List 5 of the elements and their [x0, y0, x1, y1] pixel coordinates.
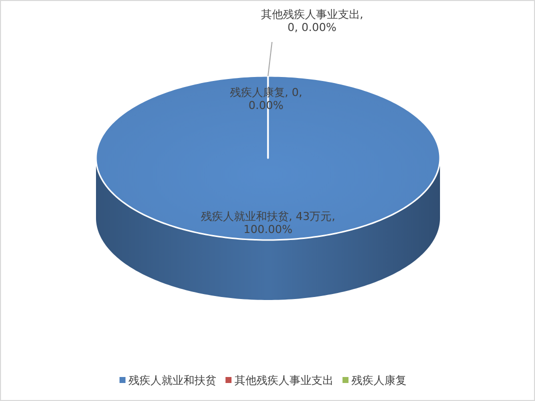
- text: 其他残疾人事业支出, 0, 0.00%: [260, 8, 364, 34]
- legend-label: 残疾人就业和扶贫: [128, 374, 216, 387]
- legend-label: 残疾人康复: [352, 374, 406, 387]
- legend-label: 其他残疾人事业支出: [234, 374, 334, 387]
- data-label: 残疾人就业和扶贫, 43万元, 100.00%: [200, 210, 336, 236]
